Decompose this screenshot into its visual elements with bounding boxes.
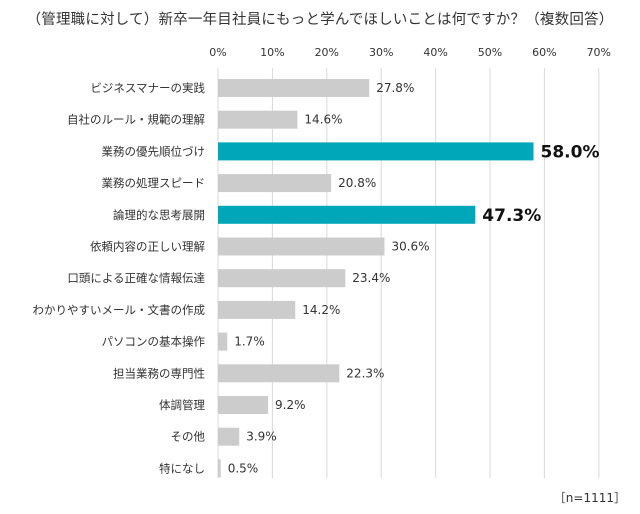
value-label: 0.5% (228, 461, 259, 475)
value-label: 20.8% (338, 176, 376, 190)
value-label: 23.4% (352, 271, 390, 285)
category-label: パソコンの基本操作 (102, 335, 206, 349)
category-label: 論理的な思考展開 (113, 208, 205, 222)
value-label: 3.9% (246, 430, 277, 444)
value-label: 47.3% (482, 206, 541, 226)
bar (218, 269, 346, 288)
value-label: 27.8% (376, 81, 414, 95)
bar (218, 332, 228, 351)
bar (218, 237, 385, 256)
value-label: 58.0% (541, 142, 600, 162)
x-tick-label: 20% (315, 46, 339, 59)
bar (218, 396, 269, 414)
x-tick-label: 50% (478, 46, 502, 59)
value-label: 14.6% (304, 113, 342, 127)
chart-title: （管理職に対して）新卒一年目社員にもっと学んでほしいことは何ですか？（複数回答） (26, 12, 614, 28)
x-tick-label: 0% (209, 46, 226, 59)
bar (218, 427, 240, 446)
x-tick-label: 30% (369, 46, 393, 59)
value-label: 22.3% (346, 366, 384, 380)
sample-size-note: ［n=1111］ (553, 491, 626, 505)
category-label: わかりやすいメール・文書の作成 (33, 303, 206, 317)
x-tick-label: 10% (260, 46, 284, 59)
category-label: 特になし (159, 461, 205, 475)
category-label: 体調管理 (159, 398, 205, 412)
bar (218, 300, 296, 319)
bar (218, 205, 476, 224)
category-label: 業務の優先順位づけ (102, 144, 206, 158)
x-tick-label: 70% (587, 46, 611, 59)
value-label: 14.2% (302, 303, 340, 317)
category-label: 担当業務の専門性 (113, 366, 205, 380)
category-label: 依頼内容の正しい理解 (90, 240, 205, 254)
value-label: 1.7% (234, 335, 264, 349)
bar (218, 79, 370, 97)
bar (218, 142, 534, 161)
bar (218, 110, 298, 129)
category-label: 口頭による正確な情報伝達 (67, 271, 205, 285)
bar (218, 459, 221, 478)
bar (218, 174, 332, 193)
value-label: 9.2% (275, 398, 306, 412)
category-label: 業務の処理スピード (102, 176, 206, 190)
bar (218, 364, 340, 383)
category-label: 自社のルール・規範の理解 (67, 113, 205, 127)
category-label: その他 (171, 430, 206, 444)
value-label: 30.6% (391, 240, 429, 254)
category-label: ビジネスマナーの実践 (90, 81, 205, 95)
x-tick-label: 60% (532, 46, 556, 59)
x-tick-label: 40% (423, 46, 447, 59)
